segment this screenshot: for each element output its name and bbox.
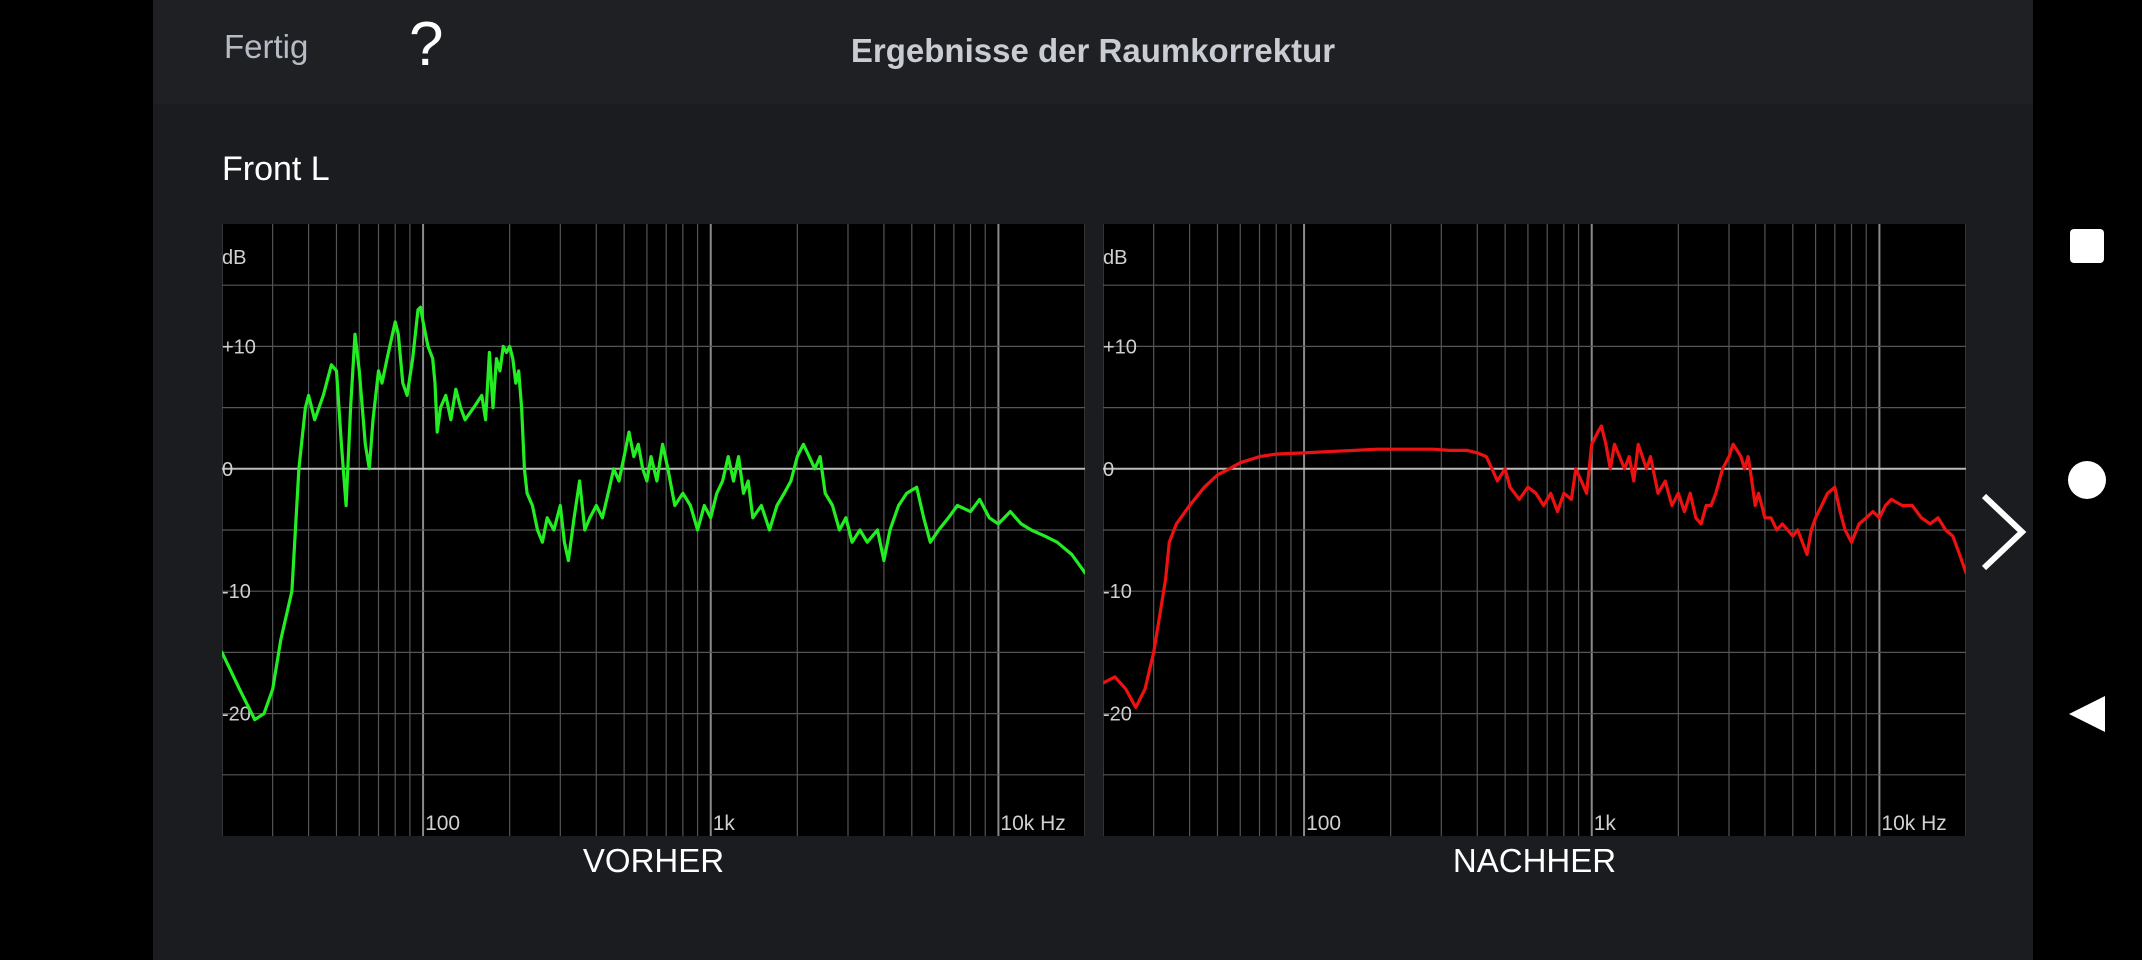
chart-after-ytick-label: 0 [1103,459,1114,481]
chart-before: dB +10 0 -10 -20 100 1k 10k Hz [222,224,1085,836]
chart-before-svg: dB +10 0 -10 -20 100 1k 10k Hz [222,224,1085,836]
chart-before-series-line [222,305,1085,722]
chart-after-series-line [1103,424,1966,710]
top-bar: Fertig ? Ergebnisse der Raumkorrektur [153,0,2033,104]
chart-before-ytick-label: -10 [222,581,251,603]
done-button[interactable]: Fertig [224,28,309,65]
circle-icon[interactable] [2067,460,2107,500]
chart-after-xtick-label: 10k Hz [1881,812,1946,835]
chart-before-ytick-label: 0 [222,459,233,481]
square-icon[interactable] [2069,228,2105,264]
page-title: Ergebnisse der Raumkorrektur [153,32,2033,70]
app-window: Fertig ? Ergebnisse der Raumkorrektur Fr… [153,0,2033,960]
chart-after-ylabel: dB [1103,247,1127,269]
triangle-back-icon[interactable] [2067,694,2107,734]
chart-after-xtick-label: 100 [1306,812,1341,835]
chart-before-ytick-label: +10 [222,336,256,358]
chart-before-ytick-label: -20 [222,704,251,726]
chart-after: dB +10 0 -10 -20 100 1k 10k Hz [1103,224,1966,836]
chart-after-xtick-label: 1k [1594,812,1617,835]
help-button[interactable]: ? [409,10,444,79]
chart-after-ytick-label: +10 [1103,336,1137,358]
channel-label: Front L [222,150,330,188]
chart-after-ytick-label: -10 [1103,581,1132,603]
chart-after-caption: NACHHER [1452,842,1617,879]
chart-after-ytick-label: -20 [1103,704,1132,726]
chart-after-svg: dB +10 0 -10 -20 100 1k 10k Hz [1103,224,1966,836]
chevron-right-icon[interactable] [1978,492,2028,572]
system-nav-bar [2033,0,2142,960]
chart-before-xtick-label: 1k [713,812,736,835]
chart-before-xtick-label: 10k Hz [1000,812,1065,835]
chart-before-ylabel: dB [222,247,246,269]
chart-before-xtick-label: 100 [425,812,460,835]
page-title-text: Ergebnisse der Raumkorrektur [850,32,1336,69]
chart-before-caption: VORHER [582,842,725,879]
